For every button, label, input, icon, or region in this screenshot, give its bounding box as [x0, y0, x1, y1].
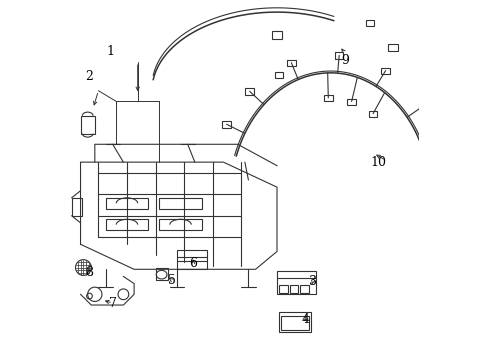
Text: 6: 6 [189, 257, 197, 270]
Bar [346, 99, 355, 105]
Bar [245, 89, 253, 95]
Bar [280, 316, 308, 330]
Text: 3: 3 [308, 275, 316, 288]
Bar [278, 285, 287, 293]
Bar [368, 111, 377, 117]
Bar [381, 68, 389, 74]
Bar [324, 95, 332, 102]
Bar [387, 44, 397, 51]
Bar [71, 198, 82, 216]
Bar [418, 103, 427, 109]
Bar [105, 198, 148, 208]
Bar [155, 267, 168, 280]
Text: 10: 10 [370, 156, 386, 168]
Text: 9: 9 [340, 54, 348, 67]
Bar [278, 312, 310, 332]
Text: 5: 5 [167, 274, 175, 287]
Bar [105, 219, 148, 230]
Bar [81, 116, 95, 134]
Bar [276, 271, 316, 294]
Bar [289, 285, 298, 293]
Bar [300, 285, 308, 293]
Bar [271, 31, 281, 39]
Bar [442, 153, 450, 159]
Bar [366, 20, 373, 26]
Bar [334, 53, 343, 59]
Bar [177, 249, 207, 269]
Bar [159, 198, 202, 208]
Text: 4: 4 [301, 313, 309, 326]
Text: 8: 8 [85, 266, 93, 279]
Bar [222, 121, 230, 128]
Bar [159, 219, 202, 230]
Text: 1: 1 [107, 45, 115, 58]
Text: 2: 2 [85, 70, 93, 83]
Text: 7: 7 [108, 297, 116, 310]
Bar [275, 72, 283, 78]
Bar [286, 60, 295, 66]
